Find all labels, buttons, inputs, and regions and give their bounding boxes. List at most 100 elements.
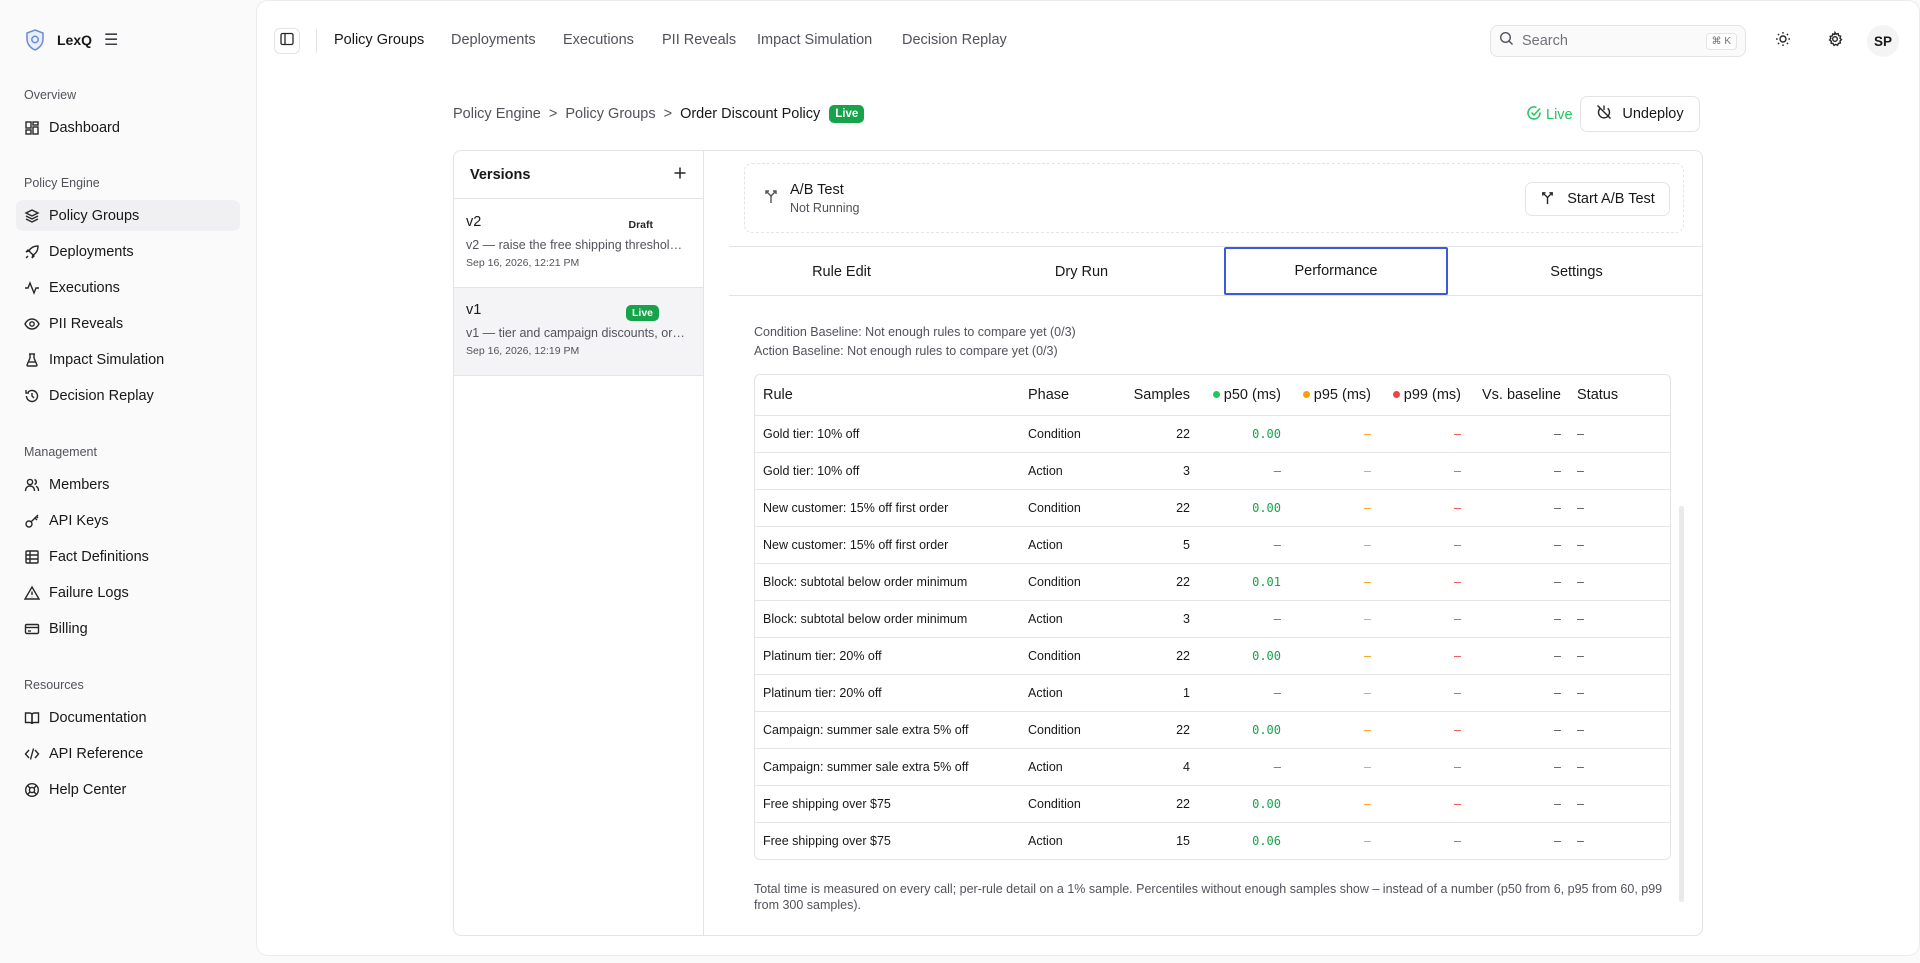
undeploy-button[interactable]: Undeploy: [1580, 96, 1700, 132]
theme-toggle-button[interactable]: [1772, 30, 1794, 52]
cell-phase: Condition: [1020, 489, 1115, 527]
sidebar-item-help-center[interactable]: Help Center: [16, 774, 240, 805]
sidebar-item-api-keys[interactable]: API Keys: [16, 505, 240, 536]
tab-rule-edit[interactable]: Rule Edit: [812, 263, 871, 280]
sidebar-item-deployments[interactable]: Deployments: [16, 236, 240, 267]
code-icon: [24, 746, 40, 762]
alert-triangle-icon: [24, 585, 40, 601]
sidebar-item-api-reference[interactable]: API Reference: [16, 738, 240, 769]
cell-samples: 22: [1115, 563, 1198, 601]
top-tab-deployments[interactable]: Deployments: [451, 32, 536, 48]
start-ab-test-button[interactable]: Start A/B Test: [1525, 182, 1670, 216]
performance-footnote: Total time is measured on every call; pe…: [754, 882, 1663, 912]
sidebar-item-impact-simulation[interactable]: Impact Simulation: [16, 344, 240, 375]
tab-performance[interactable]: Performance: [1224, 247, 1448, 295]
cell-status: –: [1569, 600, 1670, 638]
live-badge: Live: [829, 105, 865, 123]
cell-p50: 0.00: [1198, 785, 1289, 823]
version-description: v1 — tier and campaign discounts, order …: [466, 326, 688, 340]
add-version-icon[interactable]: [673, 166, 687, 184]
top-tab-decision-replay[interactable]: Decision Replay: [902, 32, 1007, 48]
user-avatar[interactable]: SP: [1867, 25, 1899, 57]
sidebar-toggle-button[interactable]: [274, 28, 300, 54]
cell-vs-baseline: –: [1554, 833, 1561, 848]
ab-test-card: A/B Test Not Running Start A/B Test: [744, 163, 1684, 233]
sidebar-item-label: Fact Definitions: [49, 548, 149, 565]
version-name: v1: [466, 302, 482, 318]
cell-vs-baseline: –: [1469, 600, 1569, 638]
cell-samples: 15: [1176, 833, 1190, 848]
sidebar-item-failure-logs[interactable]: Failure Logs: [16, 577, 240, 608]
cell-samples: 1: [1115, 674, 1198, 712]
table-row[interactable]: Platinum tier: 20% off Condition 22 0.00– – –…: [755, 637, 1670, 675]
version-item-v2[interactable]: v2 Draft v2 — raise the free shipping th…: [454, 200, 703, 288]
table-row[interactable]: Gold tier: 10% off Action 3– – – – –: [755, 452, 1670, 490]
table-row[interactable]: Platinum tier: 20% off Action 1– – – – –: [755, 674, 1670, 712]
cell-phase: Condition: [1020, 563, 1115, 601]
sidebar-item-pii-reveals[interactable]: PII Reveals: [16, 308, 240, 339]
cell-rule: Free shipping over $75: [763, 833, 891, 848]
policy-tabs: Rule Edit Dry Run Performance Settings: [729, 246, 1702, 296]
cell-vs-baseline: –: [1469, 563, 1569, 601]
table-row[interactable]: New customer: 15% off first order Action 5…: [755, 526, 1670, 564]
sidebar-item-members[interactable]: Members: [16, 469, 240, 500]
cell-rule: Campaign: summer sale extra 5% off: [755, 711, 1020, 749]
sidebar-item-policy-groups[interactable]: Policy Groups: [16, 200, 240, 231]
ab-test-status: Not Running: [790, 201, 860, 215]
col-status: Status: [1569, 375, 1670, 416]
cell-vs-baseline: –: [1469, 452, 1569, 490]
table-row[interactable]: Block: subtotal below order minimum Condi…: [755, 563, 1670, 601]
cell-phase: Condition: [1020, 785, 1115, 823]
cell-vs-baseline: –: [1469, 637, 1569, 675]
cell-p99: –: [1379, 674, 1469, 712]
sidebar-item-label: API Reference: [49, 745, 144, 762]
settings-button[interactable]: [1824, 30, 1846, 52]
sidebar-item-billing[interactable]: Billing: [16, 613, 240, 644]
deploy-status-label: Live: [1546, 107, 1573, 123]
cell-phase: Action: [1020, 748, 1115, 786]
table-row[interactable]: Campaign: summer sale extra 5% off Action…: [755, 748, 1670, 786]
cell-vs-baseline: –: [1469, 711, 1569, 749]
tab-settings[interactable]: Settings: [1550, 263, 1603, 280]
top-tab-impact-simulation[interactable]: Impact Simulation: [757, 32, 873, 48]
top-tab-executions[interactable]: Executions: [563, 32, 634, 48]
sidebar-item-label: Members: [49, 476, 110, 493]
sidebar-item-executions[interactable]: Executions: [16, 272, 240, 303]
cell-vs-baseline: –: [1469, 489, 1569, 527]
sidebar-item-decision-replay[interactable]: Decision Replay: [16, 380, 240, 411]
breadcrumb-policy-engine[interactable]: Policy Engine: [453, 106, 541, 122]
breadcrumb-policy-groups[interactable]: Policy Groups: [565, 106, 656, 122]
cell-p50: 0.00: [1198, 637, 1289, 675]
top-tab-pii-reveals[interactable]: PII Reveals: [662, 32, 737, 48]
search-input[interactable]: Search ⌘ K: [1490, 25, 1746, 57]
table-row[interactable]: Gold tier: 10% off Condition 22 0.00– – – –: [755, 415, 1670, 453]
sidebar-item-label: Help Center: [49, 781, 127, 798]
tab-dry-run[interactable]: Dry Run: [1054, 263, 1109, 280]
sidebar-item-documentation[interactable]: Documentation: [16, 702, 240, 733]
sidebar-item-label: API Keys: [49, 512, 109, 529]
versions-title: Versions: [470, 166, 531, 183]
search-placeholder: Search: [1522, 33, 1568, 49]
p99-legend-dot: [1392, 390, 1400, 398]
sidebar-item-dashboard[interactable]: Dashboard: [16, 112, 240, 143]
cell-p99: –: [1379, 452, 1469, 490]
table-row[interactable]: Block: subtotal below order minimum Actio…: [755, 600, 1670, 638]
table-row[interactable]: Campaign: summer sale extra 5% off Condit…: [755, 711, 1670, 749]
check-circle-icon: [1526, 105, 1546, 125]
scrollbar[interactable]: [1679, 506, 1684, 902]
sidebar-item-fact-definitions[interactable]: Fact Definitions: [16, 541, 240, 572]
col-samples: Samples: [1115, 375, 1198, 416]
table-row[interactable]: Free shipping over $75 Condition 22 0.00– – –…: [755, 785, 1670, 823]
cell-p95: –: [1289, 674, 1379, 712]
sidebar-item-label: Impact Simulation: [49, 351, 165, 368]
brand[interactable]: LexQ ☰: [25, 28, 118, 52]
table-row[interactable]: New customer: 15% off first order Conditi…: [755, 489, 1670, 527]
cell-status: –: [1569, 711, 1670, 749]
table-row[interactable]: Free shipping over $75 Action 15 0.06 – – – –: [755, 822, 1670, 859]
top-tab-policy-groups[interactable]: Policy Groups: [334, 32, 425, 48]
menu-icon[interactable]: ☰: [104, 32, 119, 49]
breadcrumb-separator: >: [663, 106, 673, 122]
sidebar: LexQ ☰ Overview Dashboard Policy Engine …: [0, 0, 256, 963]
cell-p95: –: [1289, 600, 1379, 638]
version-item-v1[interactable]: v1 Live v1 — tier and campaign discounts…: [454, 288, 703, 376]
